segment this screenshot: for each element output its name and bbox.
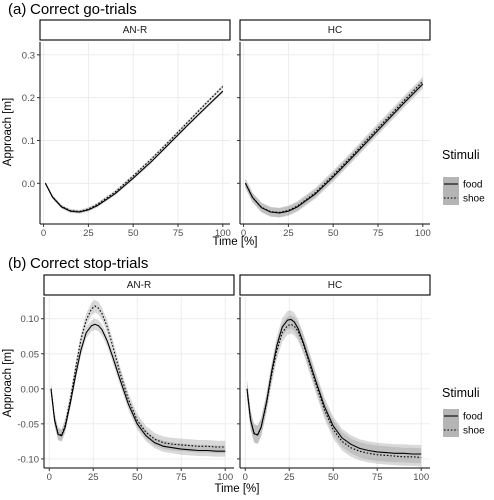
x-tick-label: 100 [217,472,233,483]
x-tick-label: 75 [373,228,384,239]
x-tick-label: 0 [241,228,246,239]
y-tick-label: 0.1 [22,136,35,147]
series-line-shoe [244,81,424,213]
series-line-shoe [50,305,226,448]
series-line-shoe [246,323,422,459]
facet-strip [39,19,231,41]
series-line-food [50,323,226,452]
legend-label: food [463,412,482,423]
y-axis-title: Approach [m] [2,98,14,166]
legend-title: Stimuli [442,386,480,400]
y-tick-label: 0.3 [22,50,35,61]
ci-band-food [45,89,223,214]
facet-strip-label: AN-R [127,280,151,291]
x-tick-label: 25 [83,228,94,239]
panel-b-tag: (b) [8,255,26,272]
ci-band-shoe [45,84,223,214]
y-tick-label: 0.0 [22,179,35,190]
ci-band-food [247,310,422,464]
x-tick-label: 50 [128,228,139,239]
facet-strip-label: HC [328,25,342,36]
series-line-food [244,83,424,214]
legend: Stimuli food shoe [442,148,485,205]
facet-strip-label: AN-R [123,25,147,36]
x-tick-label: 75 [176,472,187,483]
ci-band-shoe [51,299,226,454]
legend-title: Stimuli [442,148,480,162]
x-axis-title: Time [%] [215,483,260,495]
x-tick-label: 75 [372,472,383,483]
x-tick-label: 100 [413,472,429,483]
x-tick-label: 0 [41,228,46,239]
x-tick-label: 25 [88,472,99,483]
x-tick-label: 100 [215,228,231,239]
panel-a-title: Correct go-trials [30,1,137,18]
y-tick-label: -0.10 [17,454,39,465]
facet-strip [239,19,431,41]
x-tick-label: 75 [173,228,184,239]
series-line-shoe [44,86,224,213]
x-tick-label: 0 [47,472,52,483]
y-tick-label: 0.05 [21,349,40,360]
facet-strip [43,274,235,296]
facet-strip [239,274,431,296]
y-tick-label: 0.00 [21,384,40,395]
x-tick-label: 25 [284,472,295,483]
x-axis-title: Time [%] [213,236,258,248]
facet-strip-label: HC [328,280,342,291]
ci-band-food [51,318,226,457]
x-tick-label: 50 [132,472,143,483]
legend: Stimuli food shoe [442,386,485,437]
y-tick-label: -0.05 [17,419,39,430]
x-tick-label: 0 [243,472,248,483]
legend-label: food [463,180,482,191]
series-line-food [44,90,224,213]
panel-stop-trials: (b) Correct stop-trials AN-R 0 25 50 75 100 -0… [2,255,485,495]
ci-band-shoe [247,315,422,467]
panel-a-tag: (a) [8,1,26,18]
panel-b-title: Correct stop-trials [30,255,148,272]
ci-band-food [245,79,423,218]
y-tick-label: 0.2 [22,93,35,104]
panel-go-trials: (a) Correct go-trials AN-R 0 25 50 75 100 0.0 0… [2,1,485,248]
x-tick-label: 50 [328,228,339,239]
x-tick-label: 25 [283,228,294,239]
y-tick-label: 0.10 [21,314,40,325]
legend-label: shoe [463,194,485,205]
x-tick-label: 50 [328,472,339,483]
legend-label: shoe [463,426,485,437]
y-axis-title: Approach [m] [2,349,14,417]
x-tick-label: 100 [415,228,431,239]
